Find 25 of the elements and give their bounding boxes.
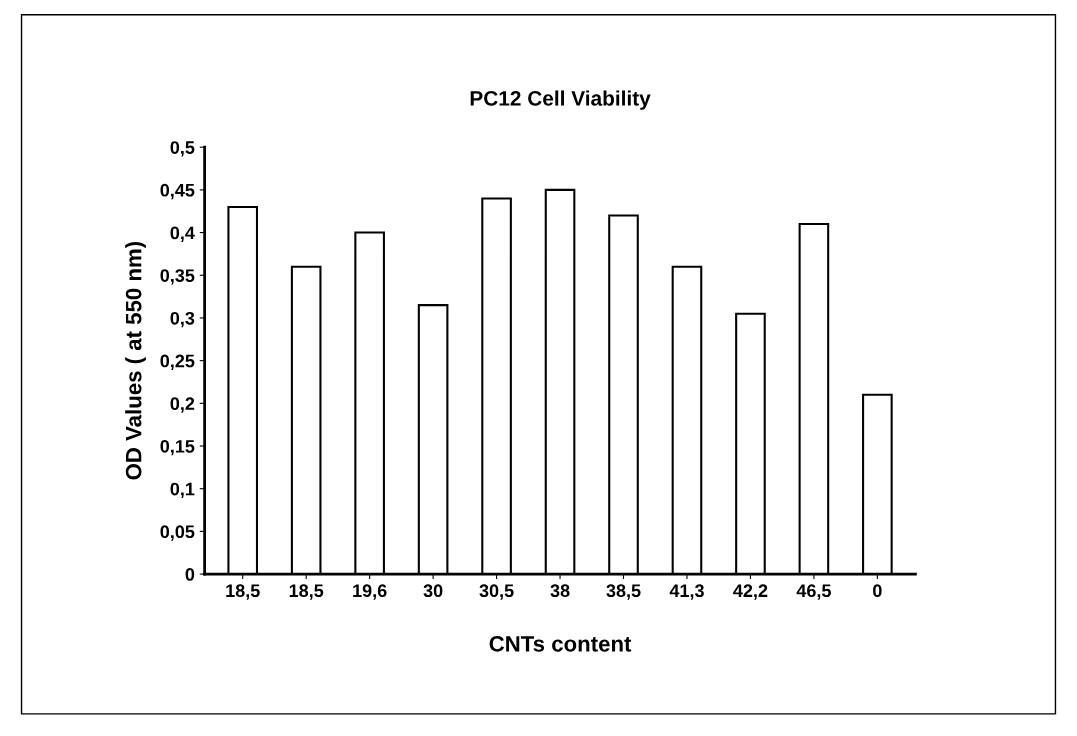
y-tick-label: 0 [185,568,195,581]
y-tick-label: 0,45 [160,183,195,200]
y-tick-label: 0,35 [160,269,195,285]
y-tick-label: 0,15 [160,439,195,456]
x-tick-label: 46,5 [796,584,831,600]
x-tick-label: 19,6 [353,584,387,600]
y-tick-label: 0,3 [170,311,195,328]
y-tick-label: 0,05 [160,525,195,541]
x-tick-label: 18,5 [289,584,324,600]
y-tick-label: 0,1 [170,482,195,499]
y-tick-label: 0,2 [170,397,195,413]
y-tick-label: 0,5 [170,141,195,157]
y-tick-label: 0,25 [160,354,195,370]
x-tick-label: 38 [550,584,570,598]
x-tick-label: 30 [423,584,443,598]
chart-title: PC12 Cell Viability [470,90,651,110]
x-axis-title: CNTs content [489,635,632,652]
x-tick-label: 41,3 [669,584,704,600]
y-tick-label: 0,4 [170,226,195,242]
x-tick-label: 42,2 [733,584,768,600]
y-axis-title: OD Values ( at 550 nm) [125,241,146,480]
x-tick-label: 30,5 [479,584,514,600]
x-tick-label: 18,5 [226,584,260,600]
x-tick-label: 0 [873,584,882,598]
x-tick-label: 38,5 [606,584,641,600]
